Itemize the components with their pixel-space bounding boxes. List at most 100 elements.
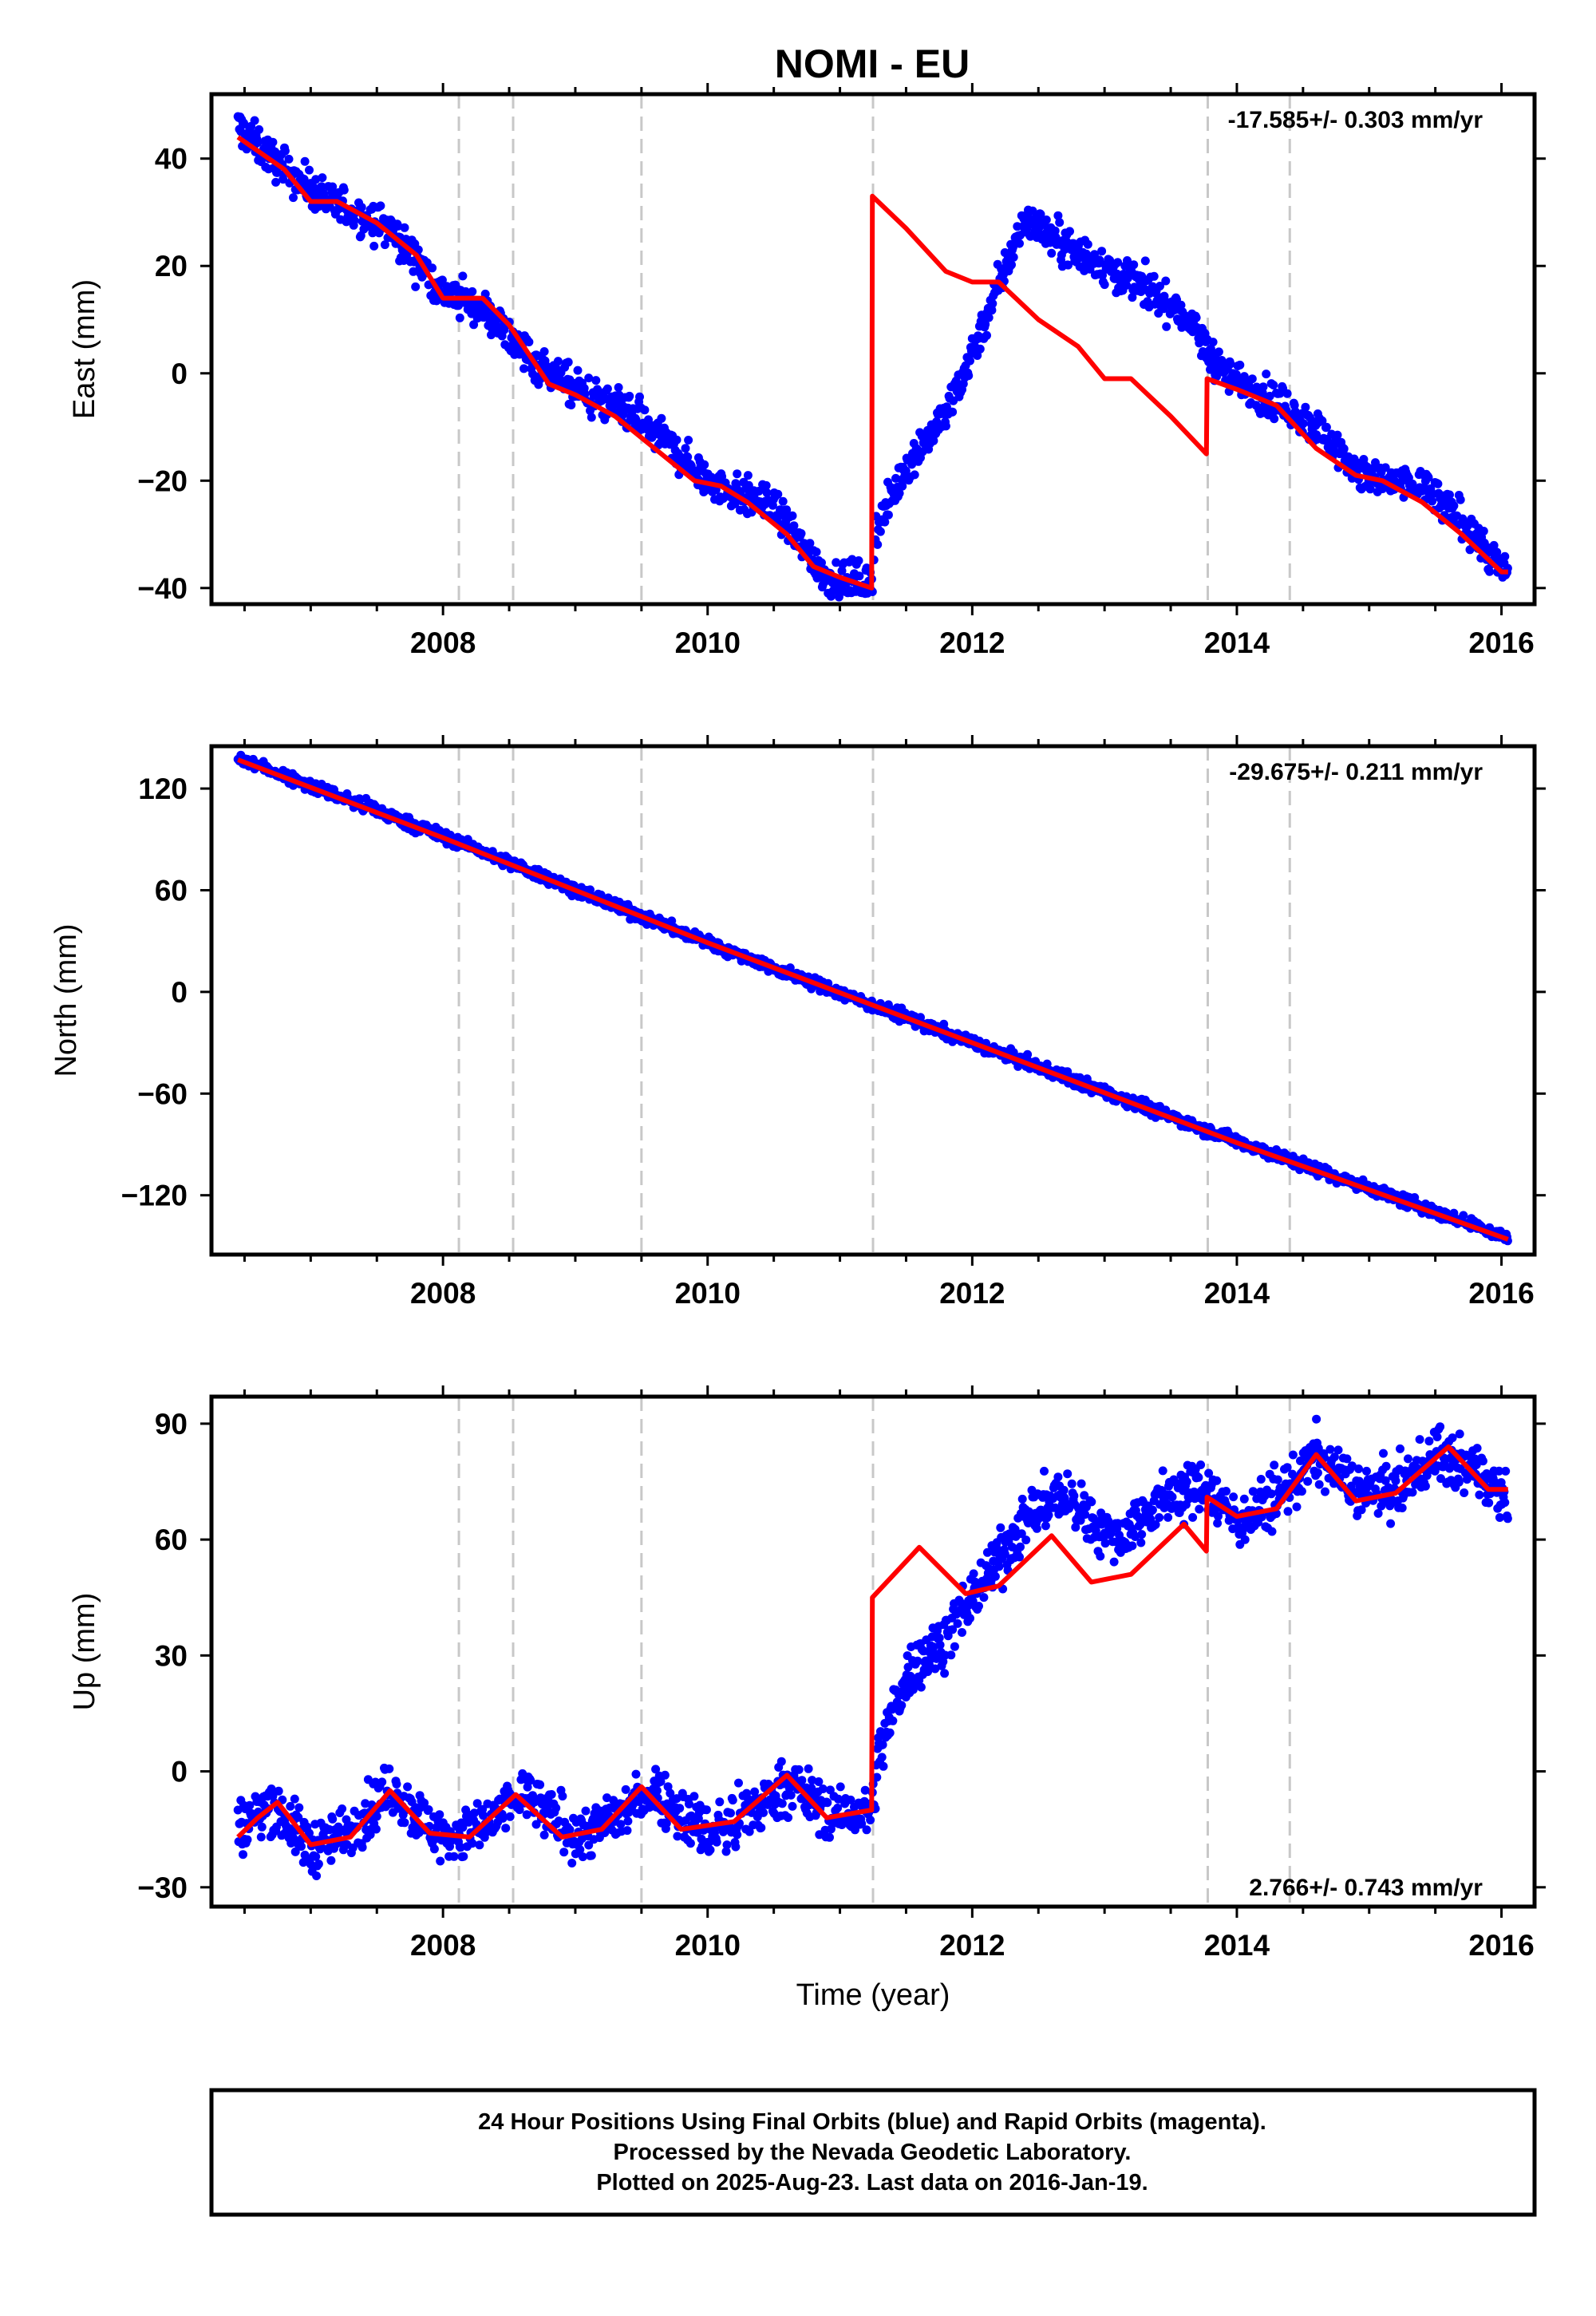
data-point [400,223,409,232]
data-point [328,1814,338,1824]
data-point [877,1753,887,1762]
data-point [1266,1489,1276,1499]
data-point [515,1805,524,1815]
data-point [1270,414,1279,424]
data-point [468,287,477,296]
data-point [1204,1468,1214,1478]
data-point [672,435,681,445]
data-point [1415,1435,1424,1445]
data-point [1257,1512,1266,1522]
data-point [1449,1208,1459,1218]
data-point [797,1776,807,1785]
data-point [778,496,788,506]
data-point [1047,248,1057,258]
data-point [369,241,379,251]
model-line [236,135,1508,591]
data-point [253,138,263,148]
data-point [777,1799,787,1808]
data-point [280,146,290,156]
data-point [1055,218,1065,227]
data-point [898,481,907,491]
data-point [1063,1469,1073,1479]
data-point [1077,1479,1086,1488]
data-point [683,453,693,462]
data-point [339,185,349,195]
data-point [888,1716,898,1725]
y-tick-label: 60 [155,1524,188,1556]
data-point [817,558,826,567]
data-point [614,383,623,392]
data-point [1472,1444,1482,1453]
data-point [1432,1433,1442,1441]
data-point [385,1764,394,1773]
y-tick-label: −60 [137,1077,188,1110]
data-point [950,1642,959,1651]
data-point [317,182,326,192]
data-point [948,407,958,417]
data-point [1408,1488,1417,1497]
data-point [879,1761,888,1771]
y-axis-label: North (mm) [49,923,83,1077]
data-point [1479,527,1488,536]
data-point [1381,1461,1391,1471]
data-point [290,1847,300,1856]
data-point [468,1839,477,1848]
data-point [524,338,534,346]
data-point [1404,1454,1412,1464]
data-point [1342,1454,1352,1464]
data-point [1459,1211,1468,1220]
data-point [1301,402,1310,412]
data-point [1448,1433,1457,1443]
data-point [1212,1476,1222,1485]
data-point [940,1669,950,1678]
data-point [567,1859,577,1867]
data-point [958,1628,966,1637]
y-tick-label: −120 [121,1180,188,1212]
x-tick-label: 2008 [410,1277,476,1310]
data-point [371,1824,381,1834]
x-tick-label: 2012 [939,1277,1005,1310]
data-point [953,1618,962,1628]
data-point [1096,1551,1105,1561]
data-point [757,1823,766,1832]
data-point [1017,1494,1027,1504]
data-point [314,1860,323,1869]
rate-label: 2.766+/- 0.743 mm/yr [1249,1875,1483,1901]
data-point [794,1765,804,1774]
data-point [1100,1539,1110,1548]
data-point [1087,1497,1096,1507]
data-point [1071,1523,1080,1532]
y-tick-label: −40 [137,572,188,605]
data-point [1454,1477,1464,1487]
data-point [640,405,650,415]
data-point [526,1776,535,1785]
data-point [1191,313,1201,322]
data-point [903,1662,913,1672]
data-point [761,480,771,490]
data-point [403,1782,413,1792]
data-point [1009,252,1018,262]
x-tick-label: 2008 [410,1929,476,1962]
data-point [305,1828,314,1838]
data-point [1050,1503,1060,1512]
data-point [449,1852,459,1861]
data-point [469,320,479,330]
y-tick-label: 20 [155,250,188,283]
data-point [1122,280,1132,290]
data-point [1501,1466,1511,1476]
data-point [1282,1463,1292,1472]
data-point [623,1816,633,1826]
data-point [1354,1464,1363,1473]
data-point [475,1840,484,1850]
data-point [1015,239,1024,248]
data-point [784,1813,793,1822]
data-point [591,376,601,385]
data-point [1381,1476,1390,1485]
data-point [1176,300,1186,310]
data-point [563,358,573,367]
data-point [501,1824,511,1833]
data-point [726,1808,735,1818]
data-point [1495,1466,1503,1476]
